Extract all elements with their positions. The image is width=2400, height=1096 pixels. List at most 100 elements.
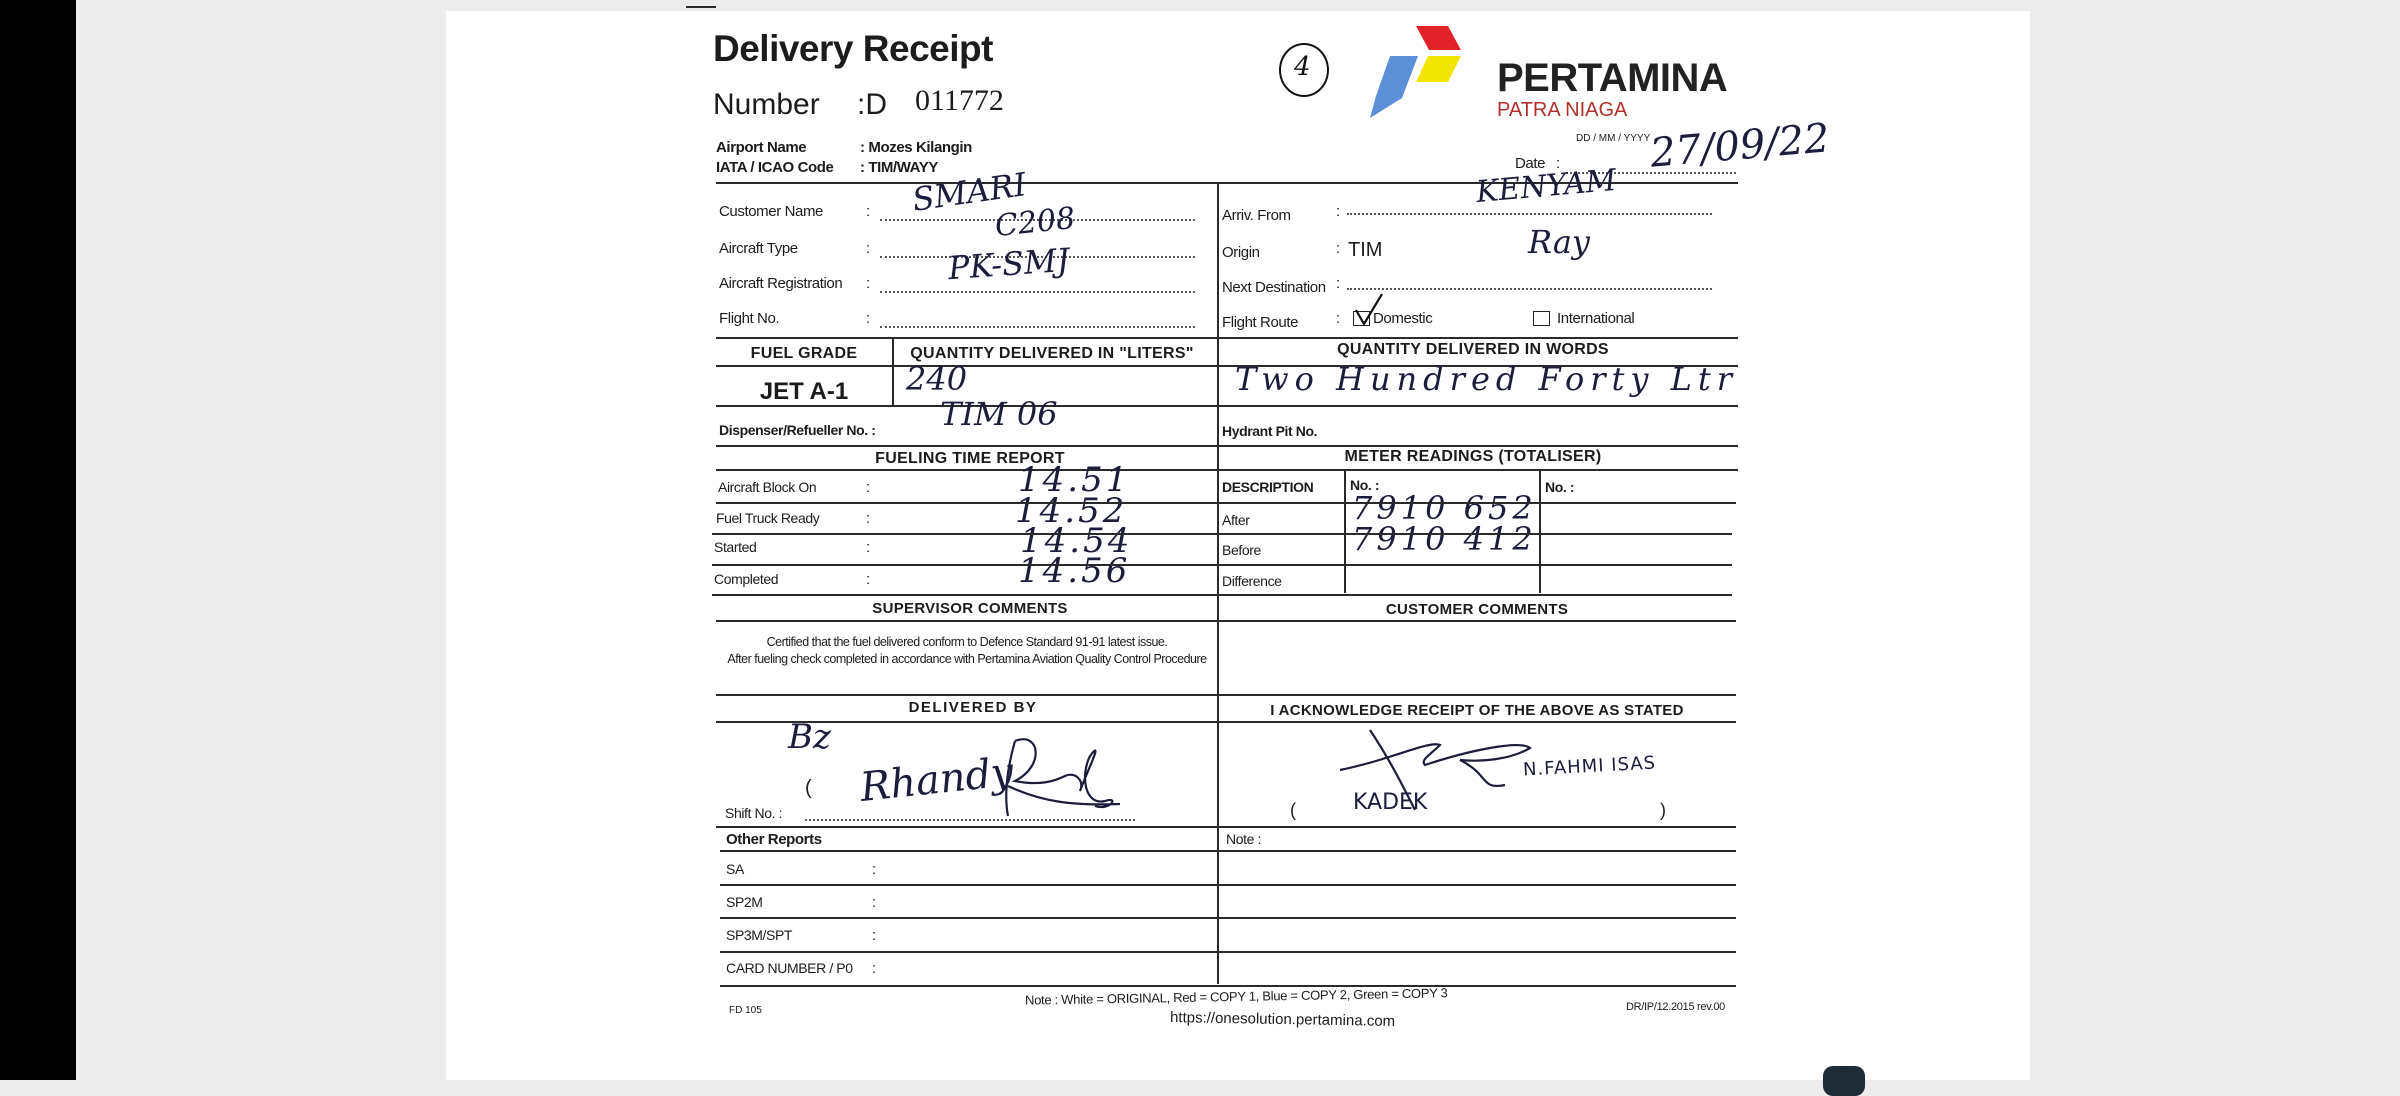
airport-name-label: Airport Name (716, 139, 807, 156)
next-destination-field[interactable] (1347, 288, 1712, 290)
meter-before-value: 7910 412 (1352, 520, 1537, 558)
divider (716, 182, 1738, 184)
meter-after-value: 7910 652 (1352, 489, 1537, 527)
receiver-signature (1339, 729, 1532, 811)
divider (716, 502, 1736, 504)
domestic-checkbox[interactable] (1353, 311, 1370, 326)
arriv-from-field[interactable] (1347, 213, 1712, 215)
divider (720, 951, 1736, 953)
fueling-row-label: Fuel Truck Ready (716, 510, 820, 526)
aircraft-type-label: Aircraft Type (719, 240, 798, 257)
qty-liters-value: 240 (906, 360, 968, 398)
flight-no-field[interactable] (880, 326, 1195, 328)
circled-mark-text: 4 (1294, 52, 1311, 82)
date-dotted-line (1566, 172, 1736, 174)
international-checkbox[interactable] (1533, 311, 1550, 326)
checkmark-icon (1355, 293, 1383, 327)
airport-name-value: : Mozes Kilangin (860, 139, 972, 156)
revision-code: DR/IP/12.2015 rev.00 (1626, 1001, 1725, 1013)
meter-no-1: No. : (1350, 477, 1380, 493)
app-icon[interactable] (1823, 1066, 1865, 1096)
domestic-label: Domestic (1373, 310, 1433, 327)
qty-words-header: QUANTITY DELIVERED IN WORDS (1337, 341, 1609, 358)
iata-label: IATA / ICAO Code (716, 159, 834, 176)
origin-label: Origin (1222, 244, 1260, 261)
document-title: Delivery Receipt (713, 28, 993, 69)
qty-words-value: Two Hundred Forty Ltr (1235, 360, 1739, 398)
origin-value: TIM (1348, 239, 1383, 261)
logo-sub: PATRA NIAGA (1497, 99, 1628, 121)
number-value: 011772 (915, 84, 1004, 117)
shift-no-field[interactable] (805, 819, 1135, 821)
divider (720, 985, 1736, 987)
colon: : (866, 240, 870, 257)
colon: : (866, 539, 870, 556)
paren-open: ( (1290, 800, 1296, 820)
fueling-row-label: Started (714, 539, 757, 555)
arriv-from-value: KENYAM (1474, 162, 1618, 211)
divider (716, 365, 1738, 367)
meter-row-label: Difference (1222, 573, 1282, 589)
colon: : (866, 275, 870, 292)
divider (1344, 471, 1346, 593)
other-report-label: SA (726, 861, 744, 877)
colon: : (866, 571, 870, 588)
colon: : (866, 479, 870, 496)
divider (712, 533, 1732, 535)
delivered-initials: Bz (788, 717, 831, 757)
aircraft-type-field[interactable] (880, 256, 1195, 258)
colon: : (872, 861, 876, 878)
origin-initials: Ray (1528, 223, 1590, 261)
form-code: FD 105 (729, 1005, 762, 1016)
fueling-row-value: 14.51 (1018, 460, 1131, 500)
logo-blue (1370, 56, 1418, 118)
colon: : (872, 960, 876, 977)
aircraft-registration-field[interactable] (880, 291, 1195, 293)
aircraft-registration-value: PK-SMJ (946, 240, 1071, 288)
meter-no-2: No. : (1545, 479, 1575, 495)
center-divider (1217, 184, 1219, 984)
fuel-grade-value: JET A-1 (759, 378, 849, 405)
divider (892, 339, 894, 405)
fueling-row-value: 14.54 (1020, 521, 1133, 561)
logo-brand: PERTAMINA (1497, 56, 1728, 100)
fueling-row-value: 14.52 (1015, 491, 1128, 531)
pertamina-logo-icon (1370, 26, 1461, 118)
flight-route-label: Flight Route (1222, 314, 1299, 331)
colon: : (866, 310, 870, 327)
customer-name-field[interactable] (880, 219, 1195, 221)
aircraft-type-value: C208 (993, 200, 1077, 245)
fueling-row-label: Completed (714, 571, 779, 587)
date-format-hint: DD / MM / YYYY (1576, 133, 1651, 144)
divider (720, 884, 1736, 886)
supervisor-comments-header: SUPERVISOR COMMENTS (872, 600, 1068, 617)
international-label: International (1557, 310, 1635, 327)
divider (720, 850, 1736, 852)
date-colon: : (1556, 155, 1560, 172)
customer-comments-header: CUSTOMER COMMENTS (1385, 601, 1569, 618)
delivery-receipt-scan: Delivery Receipt Number :D 011772 4 PERT… (686, 6, 1831, 1048)
dispenser-label: Dispenser/Refueller No. : (719, 422, 876, 438)
next-destination-label: Next Destination (1222, 279, 1326, 296)
divider (712, 564, 1732, 566)
divider (1539, 471, 1541, 593)
divider (716, 620, 1736, 622)
colon: : (1336, 203, 1340, 220)
acknowledge-header: I ACKNOWLEDGE RECEIPT OF THE ABOVE AS ST… (1270, 702, 1684, 719)
scan-mark (686, 6, 716, 8)
colon: : (1336, 310, 1340, 327)
left-black-bar (0, 0, 76, 1080)
footer-url: https://onesolution.pertamina.com (1169, 1009, 1396, 1030)
fueling-row-label: Aircraft Block On (718, 479, 817, 495)
colon: : (1336, 275, 1340, 292)
colon: : (866, 203, 870, 220)
paren-close: ) (1660, 800, 1666, 820)
divider (712, 594, 1732, 596)
number-prefix: :D (857, 88, 887, 121)
hydrant-pit-label: Hydrant Pit No. (1222, 423, 1318, 439)
meter-description-header: DESCRIPTION (1222, 479, 1314, 495)
document-page (446, 11, 2030, 1080)
dispenser-value: TIM 06 (940, 395, 1058, 433)
divider (716, 405, 1738, 407)
colon: : (872, 894, 876, 911)
